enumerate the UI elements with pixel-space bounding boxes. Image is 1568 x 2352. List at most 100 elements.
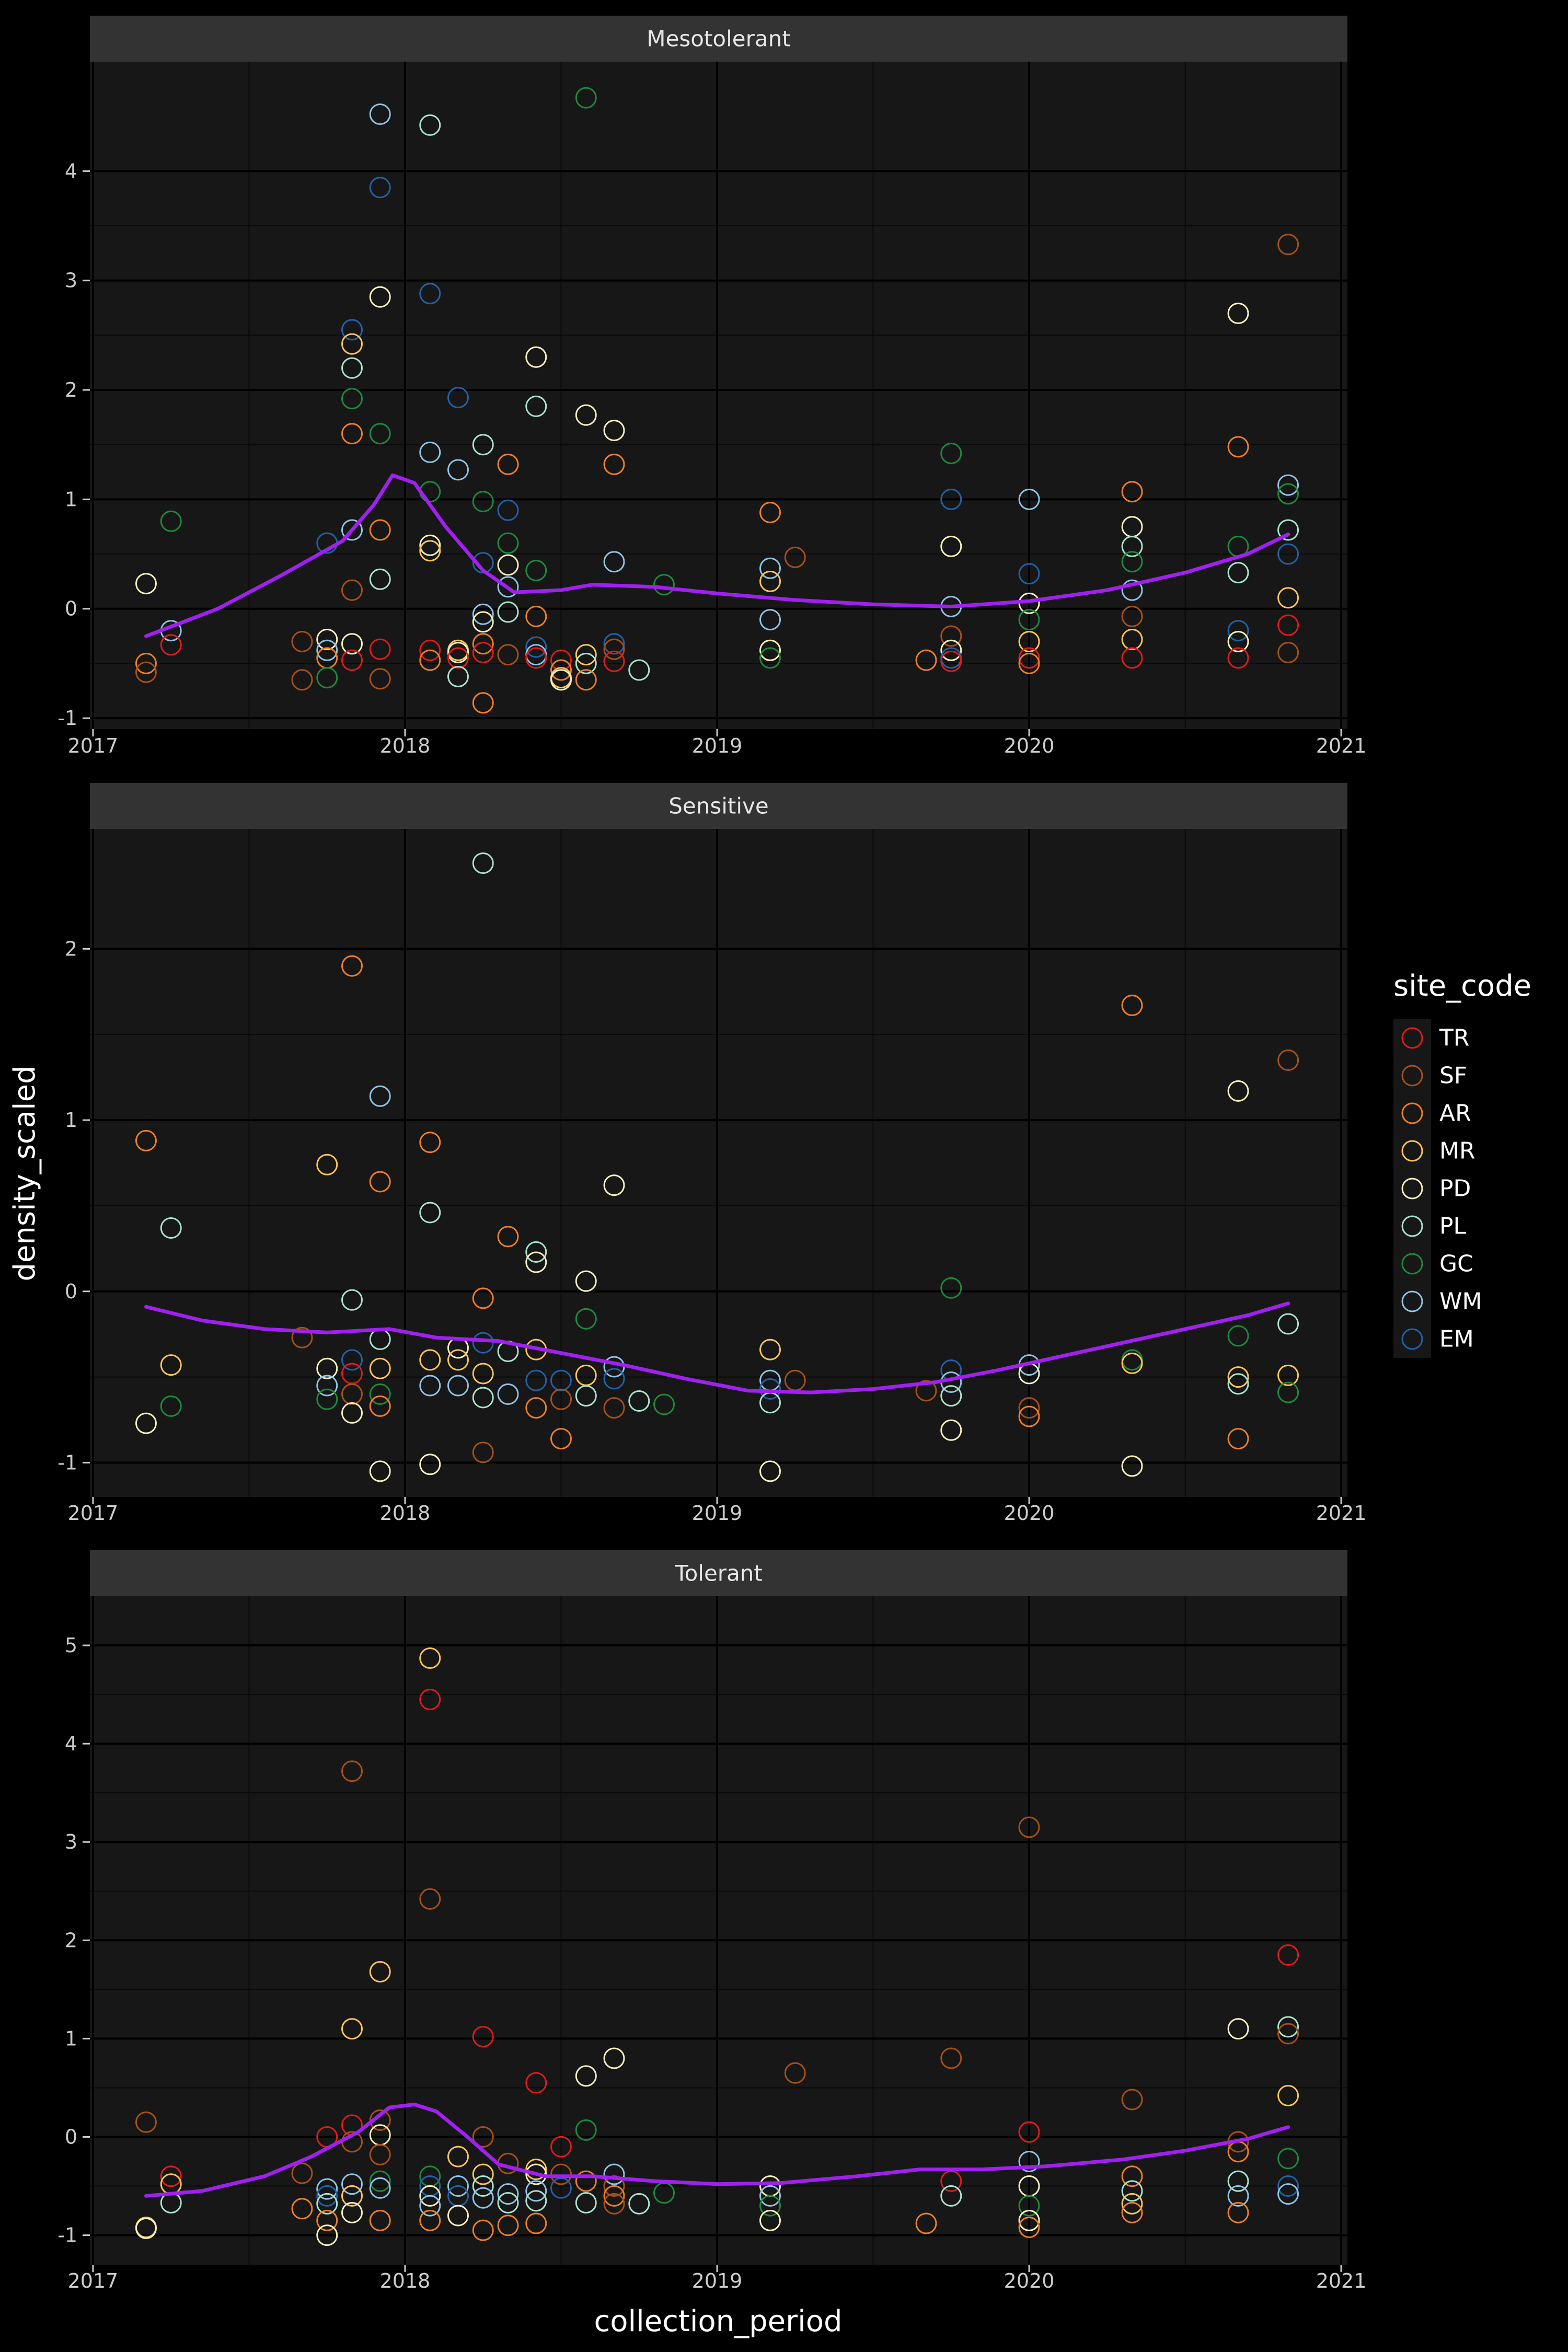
point-pd	[472, 611, 494, 633]
point-pd	[603, 1174, 625, 1196]
point-sf	[135, 2111, 157, 2133]
point-pd	[1227, 302, 1249, 324]
point-pd	[135, 2217, 157, 2239]
point-pd	[525, 346, 547, 368]
x-tick-label: 2018	[380, 1502, 431, 1525]
plot-area	[90, 62, 1347, 729]
point-ar	[472, 692, 494, 714]
point-sf	[1277, 234, 1299, 256]
point-sf	[784, 2062, 806, 2084]
point-pl	[628, 2193, 650, 2215]
point-mr	[1277, 2084, 1299, 2106]
legend-key-background	[1393, 1019, 1431, 1358]
point-mr	[1121, 2193, 1143, 2215]
point-gc	[575, 87, 597, 109]
point-tr	[550, 2136, 572, 2158]
point-wm	[603, 551, 625, 573]
point-wm	[497, 2183, 519, 2205]
panel-title: Sensitive	[668, 793, 769, 819]
point-pl	[940, 2185, 962, 2207]
point-sf	[550, 1388, 572, 1410]
point-gc	[316, 667, 338, 689]
point-pl	[341, 1289, 363, 1311]
point-tr	[1277, 614, 1299, 636]
point-tr	[525, 2072, 547, 2094]
point-ar	[472, 2219, 494, 2241]
point-mr	[1227, 1366, 1249, 1388]
y-tick-label: 1	[65, 488, 77, 511]
point-pd	[940, 1419, 962, 1441]
point-gc	[369, 423, 391, 445]
point-sf	[915, 1380, 937, 1402]
point-em	[447, 387, 469, 409]
point-sf	[603, 2193, 625, 2215]
point-wm	[419, 441, 441, 463]
point-pl	[575, 1385, 597, 1407]
point-sf	[369, 668, 391, 690]
point-pd	[369, 286, 391, 308]
legend-key-wm	[1401, 1290, 1423, 1312]
point-em	[419, 283, 441, 305]
plot-area	[90, 829, 1347, 1497]
y-tick-label: 4	[65, 159, 77, 182]
x-tick-label: 2019	[692, 2269, 743, 2292]
point-wm	[759, 557, 781, 579]
point-sf	[369, 2109, 391, 2131]
point-ar	[369, 519, 391, 541]
point-pd	[316, 2224, 338, 2246]
point-em	[497, 499, 519, 521]
point-sf	[341, 1760, 363, 1782]
point-ar	[759, 501, 781, 523]
point-sf	[369, 2143, 391, 2165]
point-tr	[160, 634, 182, 656]
point-pl	[472, 2175, 494, 2197]
point-mr	[759, 570, 781, 592]
point-pl	[419, 1202, 441, 1224]
point-pl	[1277, 1313, 1299, 1335]
point-sf	[135, 661, 157, 683]
point-em	[525, 1369, 547, 1391]
point-tr	[472, 2026, 494, 2048]
point-wm	[1018, 488, 1040, 510]
x-tick-label: 2020	[1004, 734, 1055, 757]
x-tick-label: 2021	[1316, 1502, 1367, 1525]
point-tr	[341, 649, 363, 671]
point-pd	[575, 404, 597, 426]
legend-key-pd	[1401, 1178, 1423, 1200]
point-pd	[341, 633, 363, 655]
point-pd	[447, 2205, 469, 2227]
point-pd	[135, 1412, 157, 1434]
point-sf	[1018, 1397, 1040, 1419]
point-pl	[940, 1385, 962, 1407]
point-mr	[447, 1349, 469, 1371]
point-mr	[472, 2163, 494, 2185]
smooth-line	[144, 473, 1290, 638]
point-pl	[316, 2193, 338, 2215]
point-gc	[575, 1308, 597, 1330]
point-sf	[472, 2126, 494, 2148]
point-mr	[575, 644, 597, 666]
data-points	[135, 1647, 1299, 2246]
smooth-line	[144, 1301, 1290, 1394]
point-pd	[575, 1270, 597, 1292]
point-mr	[447, 2146, 469, 2167]
data-points	[135, 852, 1299, 1482]
point-tr	[940, 2170, 962, 2192]
y-tick-label: 0	[65, 2125, 77, 2148]
point-pl	[497, 2192, 519, 2214]
point-wm	[603, 2163, 625, 2185]
point-pd	[940, 639, 962, 661]
y-axis-title: density_scaled	[8, 1065, 42, 1281]
point-gc	[369, 2170, 391, 2192]
point-pd	[525, 1251, 547, 1273]
panel-strip	[90, 1550, 1347, 1596]
point-pd	[135, 573, 157, 595]
point-gc	[653, 1393, 675, 1415]
point-sf	[603, 638, 625, 660]
point-wm	[369, 1085, 391, 1107]
point-ar	[550, 659, 572, 681]
point-em	[341, 319, 363, 341]
point-wm	[759, 2185, 781, 2207]
